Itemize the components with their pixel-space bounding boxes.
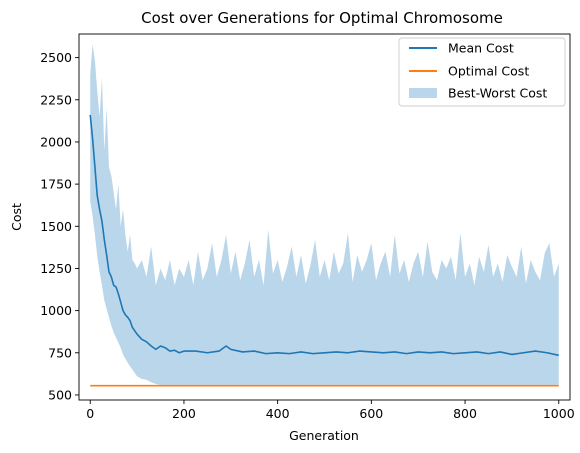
y-tick-label: 2500 [40, 50, 72, 65]
plot-area [89, 44, 559, 387]
axes-frame [78, 33, 571, 401]
y-tick-label: 1250 [40, 261, 72, 276]
y-tick-label: 1000 [40, 303, 72, 318]
y-tick-label: 1500 [40, 219, 72, 234]
legend-label-optimal-cost: Optimal Cost [448, 64, 529, 79]
legend-swatch-best-worst-cost [409, 88, 437, 98]
best-worst-cost-band [90, 44, 559, 385]
y-tick-label: 1750 [40, 177, 72, 192]
legend-box [398, 37, 566, 107]
x-axis-label: Generation [289, 428, 359, 443]
x-tick-label: 200 [172, 406, 196, 421]
y-tick-label: 2000 [40, 134, 72, 149]
legend-label-mean-cost: Mean Cost [448, 41, 514, 56]
y-axis: 500 750 1000 1250 1500 1750 2000 2250 2500 [40, 50, 79, 402]
x-tick-label: 400 [266, 406, 290, 421]
y-tick-label: 500 [48, 387, 72, 402]
chart-title: Cost over Generations for Optimal Chromo… [141, 9, 503, 27]
x-tick-label: 0 [86, 406, 94, 421]
mean-cost-line [89, 114, 559, 357]
x-tick-label: 800 [453, 406, 477, 421]
y-tick-label: 2250 [40, 92, 72, 107]
x-tick-label: 1000 [543, 406, 575, 421]
y-tick-label: 750 [48, 345, 72, 360]
legend: Mean Cost Optimal Cost Best-Worst Cost [398, 37, 566, 107]
y-axis-label: Cost [9, 203, 24, 231]
legend-label-best-worst-cost: Best-Worst Cost [448, 86, 547, 101]
x-tick-label: 600 [359, 406, 383, 421]
x-axis: 0 200 400 600 800 1000 [86, 400, 575, 421]
